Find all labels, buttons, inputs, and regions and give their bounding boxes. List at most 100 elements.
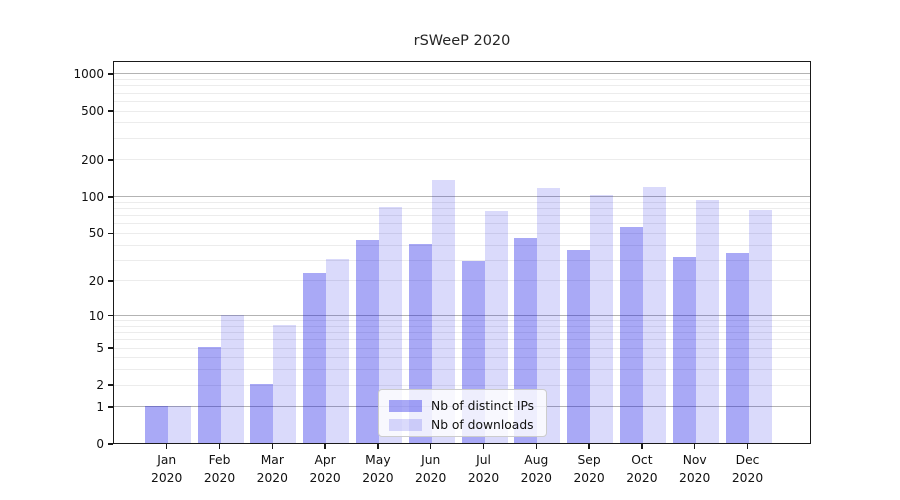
y-tick-mark xyxy=(108,347,113,349)
x-tick-mark xyxy=(588,444,590,449)
minor-gridline xyxy=(114,232,810,234)
y-tick-label: 200 xyxy=(81,152,104,167)
major-gridline xyxy=(114,315,810,317)
x-tick-mark xyxy=(271,444,274,449)
x-tick-mark xyxy=(746,444,749,449)
bar-ips-oct xyxy=(619,227,643,443)
x-tick-label: Feb 2020 xyxy=(203,453,236,485)
bar-ips-apr xyxy=(303,272,327,443)
minor-gridline xyxy=(114,259,810,261)
minor-gridline xyxy=(114,339,810,341)
y-tick-mark xyxy=(108,110,113,112)
minor-gridline xyxy=(114,92,810,94)
minor-gridline xyxy=(114,85,810,87)
bar-downloads-dec xyxy=(748,209,772,443)
legend-item-downloads: Nb of downloads xyxy=(389,416,546,433)
x-tick-mark xyxy=(429,444,432,449)
minor-gridline xyxy=(114,137,810,139)
y-tick-mark xyxy=(108,406,113,408)
plot-area xyxy=(113,61,811,444)
legend-label: Nb of downloads xyxy=(431,417,534,432)
y-tick-mark xyxy=(108,159,113,161)
bar-downloads-oct xyxy=(642,186,666,443)
bar-downloads-jul xyxy=(484,211,508,443)
minor-gridline xyxy=(114,320,810,322)
bar-downloads-sep xyxy=(590,194,614,443)
major-gridline xyxy=(114,196,810,198)
y-tick-label: 2 xyxy=(96,378,104,393)
bar-downloads-may xyxy=(378,207,402,443)
y-tick-label: 500 xyxy=(81,104,104,119)
x-tick-label: Aug 2020 xyxy=(520,453,552,485)
bar-ips-may xyxy=(355,240,379,443)
bar-downloads-feb xyxy=(220,314,244,443)
minor-gridline xyxy=(114,325,810,327)
x-tick-label: Sep 2020 xyxy=(573,453,605,485)
bar-downloads-apr xyxy=(326,259,350,443)
minor-gridline xyxy=(114,122,810,124)
x-tick-mark xyxy=(535,444,538,449)
x-tick-mark xyxy=(324,444,326,449)
minor-gridline xyxy=(114,208,810,210)
legend: Nb of distinct IPs Nb of downloads xyxy=(378,389,547,437)
x-tick-label: Nov 2020 xyxy=(679,453,711,485)
minor-gridline xyxy=(114,215,810,217)
y-tick-label: 50 xyxy=(88,226,104,241)
x-tick-label: Apr 2020 xyxy=(309,453,341,485)
y-tick-mark xyxy=(108,384,113,386)
bar-downloads-jan xyxy=(167,405,191,443)
legend-swatch-distinct-ips xyxy=(389,399,422,412)
bar-downloads-jun xyxy=(431,179,455,443)
bar-ips-sep xyxy=(567,249,591,443)
y-tick-mark xyxy=(108,196,113,198)
y-tick-label: 1 xyxy=(96,399,104,414)
minor-gridline xyxy=(114,79,810,81)
y-tick-label: 1000 xyxy=(73,66,104,81)
minor-gridline xyxy=(114,110,810,112)
bar-ips-jan xyxy=(144,405,168,443)
y-tick-label: 5 xyxy=(96,341,104,356)
minor-gridline xyxy=(114,223,810,225)
y-tick-label: 0 xyxy=(96,437,104,451)
bar-ips-nov xyxy=(672,257,696,443)
y-tick-mark xyxy=(108,73,113,75)
y-tick-mark xyxy=(108,232,113,235)
minor-gridline xyxy=(114,244,810,246)
minor-gridline xyxy=(114,201,810,203)
legend-swatch-downloads xyxy=(389,418,422,431)
chart-title: rSWeeP 2020 xyxy=(413,33,511,49)
minor-gridline xyxy=(114,159,810,161)
x-tick-label: Mar 2020 xyxy=(256,453,288,485)
bar-ips-feb xyxy=(197,347,221,443)
y-tick-mark xyxy=(108,314,113,317)
minor-gridline xyxy=(114,357,810,359)
bar-ips-mar xyxy=(250,384,274,443)
x-tick-label: May 2020 xyxy=(362,453,394,485)
bar-downloads-nov xyxy=(695,199,719,443)
y-tick-label: 20 xyxy=(88,273,104,288)
legend-label: Nb of distinct IPs xyxy=(431,398,535,413)
y-tick-mark xyxy=(108,280,113,282)
bar-downloads-mar xyxy=(273,325,297,443)
y-tick-mark xyxy=(108,443,113,445)
x-tick-label: Oct 2020 xyxy=(626,453,658,485)
minor-gridline xyxy=(114,369,810,371)
x-tick-mark xyxy=(641,444,643,449)
x-tick-label: Jan 2020 xyxy=(151,453,183,485)
x-tick-mark xyxy=(218,444,221,449)
minor-gridline xyxy=(114,347,810,349)
minor-gridline xyxy=(114,100,810,102)
major-gridline xyxy=(114,73,810,75)
y-tick-label: 10 xyxy=(88,308,104,323)
x-tick-mark xyxy=(165,444,168,449)
x-tick-mark xyxy=(693,444,696,449)
bar-downloads-aug xyxy=(537,187,561,443)
minor-gridline xyxy=(114,384,810,386)
y-tick-label: 100 xyxy=(81,189,104,204)
x-tick-mark xyxy=(377,444,379,449)
x-tick-mark xyxy=(482,444,485,449)
minor-gridline xyxy=(114,280,810,282)
x-tick-label: Jul 2020 xyxy=(467,453,500,485)
